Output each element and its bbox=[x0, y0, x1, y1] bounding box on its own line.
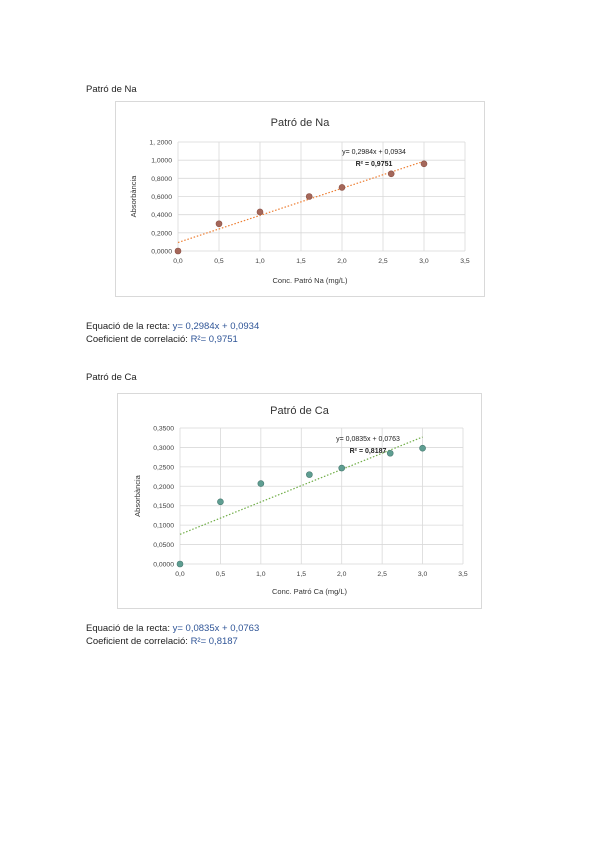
equation-line-na: Equació de la recta: y= 0,2984x + 0,0934 bbox=[86, 320, 259, 333]
y-tick-label: 0,2500 bbox=[153, 464, 174, 471]
data-point bbox=[174, 247, 182, 255]
y-tick-label: 0,8000 bbox=[151, 176, 172, 183]
x-tick-label: 2,0 bbox=[337, 571, 347, 578]
x-tick-label: 2,5 bbox=[378, 258, 388, 265]
x-axis-label: Conc. Patró Na (mg/L) bbox=[272, 276, 348, 285]
correlation-line-ca: Coeficient de correlació: R²= 0,8187 bbox=[86, 635, 259, 648]
y-tick-label: 0,1000 bbox=[153, 523, 174, 530]
chart-title: Patró de Na bbox=[271, 117, 331, 129]
equation-value-ca: y= 0,0835x + 0,0763 bbox=[172, 623, 260, 634]
data-point bbox=[387, 170, 395, 178]
x-tick-label: 1,5 bbox=[296, 258, 306, 265]
x-tick-label: 0,5 bbox=[216, 571, 226, 578]
x-tick-label: 0,0 bbox=[173, 258, 183, 265]
y-tick-label: 0,6000 bbox=[151, 194, 172, 201]
trendline-equation: y= 0,0835x + 0,0763 bbox=[336, 436, 400, 443]
chart-title: Patró de Ca bbox=[270, 405, 330, 417]
data-point bbox=[419, 444, 426, 452]
x-tick-label: 3,0 bbox=[419, 258, 429, 265]
trendline-r2: R² = 0,8187 bbox=[350, 448, 387, 455]
results-ca: Equació de la recta: y= 0,0835x + 0,0763… bbox=[86, 622, 259, 648]
x-tick-label: 2,5 bbox=[377, 571, 387, 578]
y-tick-label: 0,1500 bbox=[153, 503, 174, 510]
results-na: Equació de la recta: y= 0,2984x + 0,0934… bbox=[86, 320, 259, 346]
x-axis-label: Conc. Patró Ca (mg/L) bbox=[272, 587, 348, 596]
y-axis-label: Absorbància bbox=[133, 474, 142, 517]
correlation-value-ca: R²= 0,8187 bbox=[190, 636, 238, 647]
equation-label-ca: Equació de la recta: bbox=[86, 623, 170, 634]
y-tick-label: 1,0000 bbox=[151, 158, 172, 165]
y-tick-label: 0,4000 bbox=[151, 212, 172, 219]
trendline bbox=[179, 436, 423, 535]
data-point bbox=[338, 464, 346, 472]
x-tick-label: 3,5 bbox=[458, 571, 468, 578]
data-point bbox=[306, 471, 313, 478]
data-point bbox=[217, 498, 224, 506]
y-tick-label: 0,2000 bbox=[151, 230, 172, 237]
section-heading-na: Patró de Na bbox=[86, 84, 137, 95]
data-point bbox=[420, 160, 428, 168]
chart-na: Patró de Na 0,0000 0,2000 0,4000 0,6000 0,800… bbox=[115, 101, 485, 297]
chart-ca-svg: Patró de Ca 0,0000 0,0500 0,1000 0,1500 0,200… bbox=[133, 405, 468, 596]
correlation-label-ca: Coeficient de correlació: bbox=[86, 636, 188, 647]
y-tick-label: 0,0000 bbox=[151, 249, 172, 256]
data-point bbox=[176, 560, 184, 568]
y-tick-label: 0,0000 bbox=[153, 562, 174, 569]
y-tick-label: 0,3000 bbox=[153, 445, 174, 452]
x-tick-label: 2,0 bbox=[337, 258, 347, 265]
data-point bbox=[386, 449, 394, 457]
y-tick-label: 1, 2000 bbox=[149, 140, 172, 147]
data-point bbox=[338, 184, 346, 191]
section-heading-ca: Patró de Ca bbox=[86, 372, 137, 383]
correlation-value-na: R²= 0,9751 bbox=[190, 334, 238, 345]
y-tick-label: 0,2000 bbox=[153, 484, 174, 491]
trendline-equation: y= 0,2984x + 0,0934 bbox=[342, 149, 406, 156]
x-tick-label: 1,0 bbox=[255, 258, 265, 265]
equation-value-na: y= 0,2984x + 0,0934 bbox=[172, 321, 260, 332]
y-tick-label: 0,0500 bbox=[153, 542, 174, 549]
y-tick-label: 0,3500 bbox=[153, 426, 174, 433]
data-point bbox=[257, 480, 265, 487]
trendline bbox=[177, 160, 425, 244]
x-tick-label: 0,0 bbox=[175, 571, 185, 578]
chart-ca: Patró de Ca 0,0000 0,0500 0,1000 0,1500 0,200… bbox=[117, 393, 482, 609]
correlation-line-na: Coeficient de correlació: R²= 0,9751 bbox=[86, 333, 259, 346]
data-point bbox=[305, 193, 313, 200]
trendline-r2: R² = 0,9751 bbox=[356, 161, 393, 168]
data-point bbox=[215, 220, 223, 228]
x-tick-label: 3,0 bbox=[418, 571, 428, 578]
x-tick-label: 0,5 bbox=[214, 258, 224, 265]
chart-na-svg: Patró de Na 0,0000 0,2000 0,4000 0,6000 0,800… bbox=[129, 117, 470, 285]
x-tick-label: 3,5 bbox=[460, 258, 470, 265]
correlation-label-na: Coeficient de correlació: bbox=[86, 334, 188, 345]
y-axis-label: Absorbància bbox=[129, 175, 138, 218]
equation-line-ca: Equació de la recta: y= 0,0835x + 0,0763 bbox=[86, 622, 259, 635]
data-point bbox=[256, 208, 264, 216]
equation-label-na: Equació de la recta: bbox=[86, 321, 170, 332]
x-tick-label: 1,5 bbox=[297, 571, 307, 578]
x-tick-label: 1,0 bbox=[256, 571, 266, 578]
